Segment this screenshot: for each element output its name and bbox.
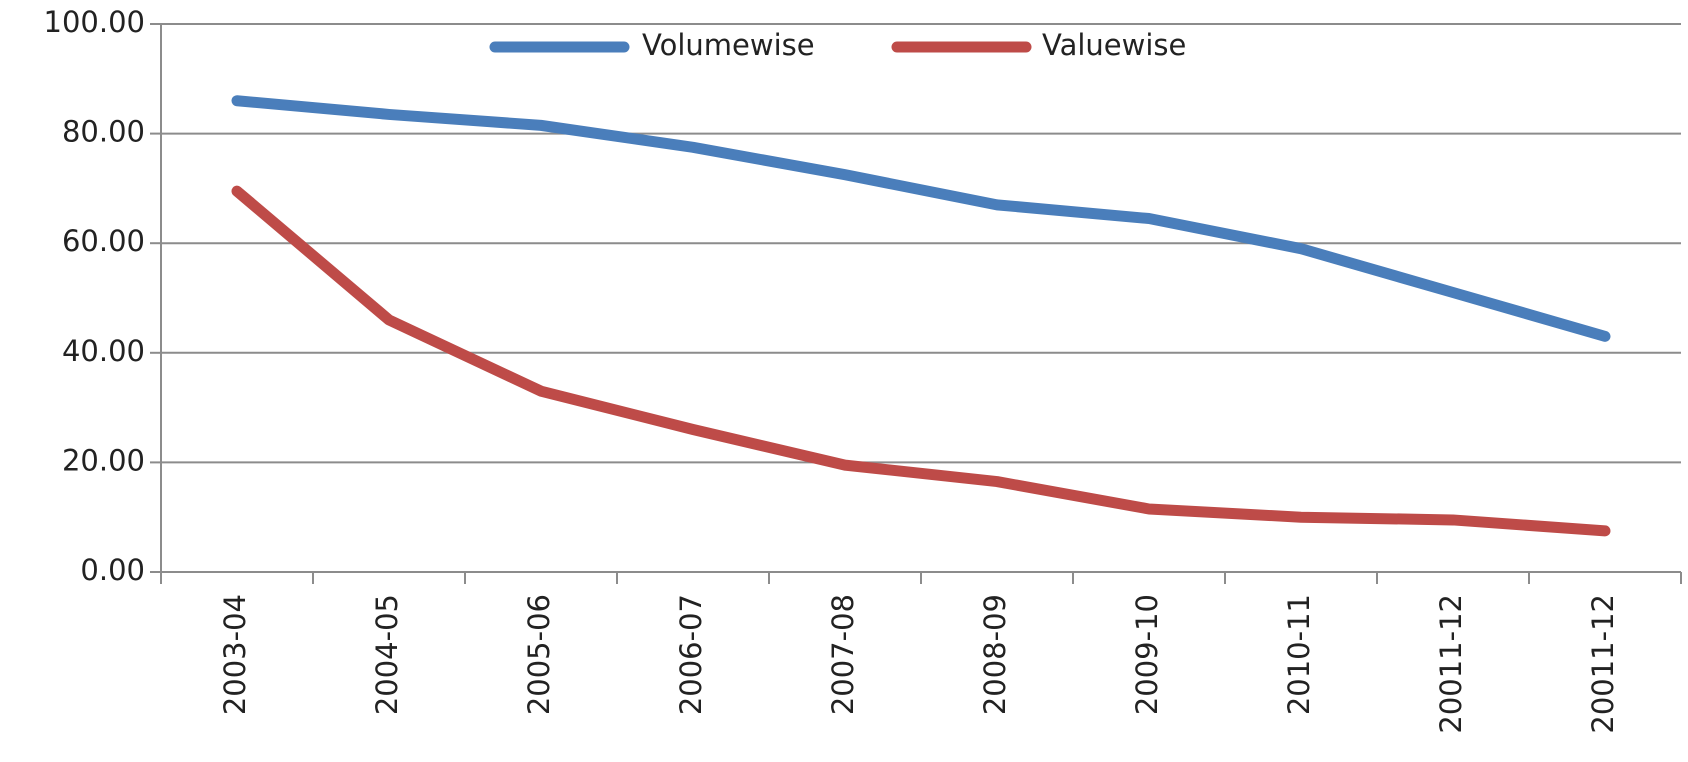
x-tick-label: 2010-11 [1282, 594, 1316, 715]
x-tick-label: 20011-12 [1586, 594, 1620, 734]
x-tick-label: 2003-04 [218, 594, 252, 715]
x-tick-label: 2009-10 [1130, 594, 1164, 715]
legend-label: Volumewise [642, 28, 815, 62]
y-tick-label: 60.00 [62, 224, 145, 258]
y-tick-label: 100.00 [44, 5, 145, 39]
y-tick-label: 0.00 [80, 553, 145, 587]
series-line [231, 185, 1611, 537]
x-tick-label: 20011-12 [1434, 594, 1468, 734]
x-tick-label: 2008-09 [978, 594, 1012, 715]
legend-label: Valuewise [1042, 28, 1186, 62]
y-tick-label: 20.00 [62, 443, 145, 477]
x-tick-label: 2005-06 [522, 594, 556, 715]
x-tick-label: 2006-07 [674, 594, 708, 715]
series-line [231, 95, 1611, 342]
y-tick-label: 40.00 [62, 334, 145, 368]
y-tick-label: 80.00 [62, 115, 145, 149]
x-tick-label: 2004-05 [370, 594, 404, 715]
x-tick-label: 2007-08 [826, 594, 860, 715]
